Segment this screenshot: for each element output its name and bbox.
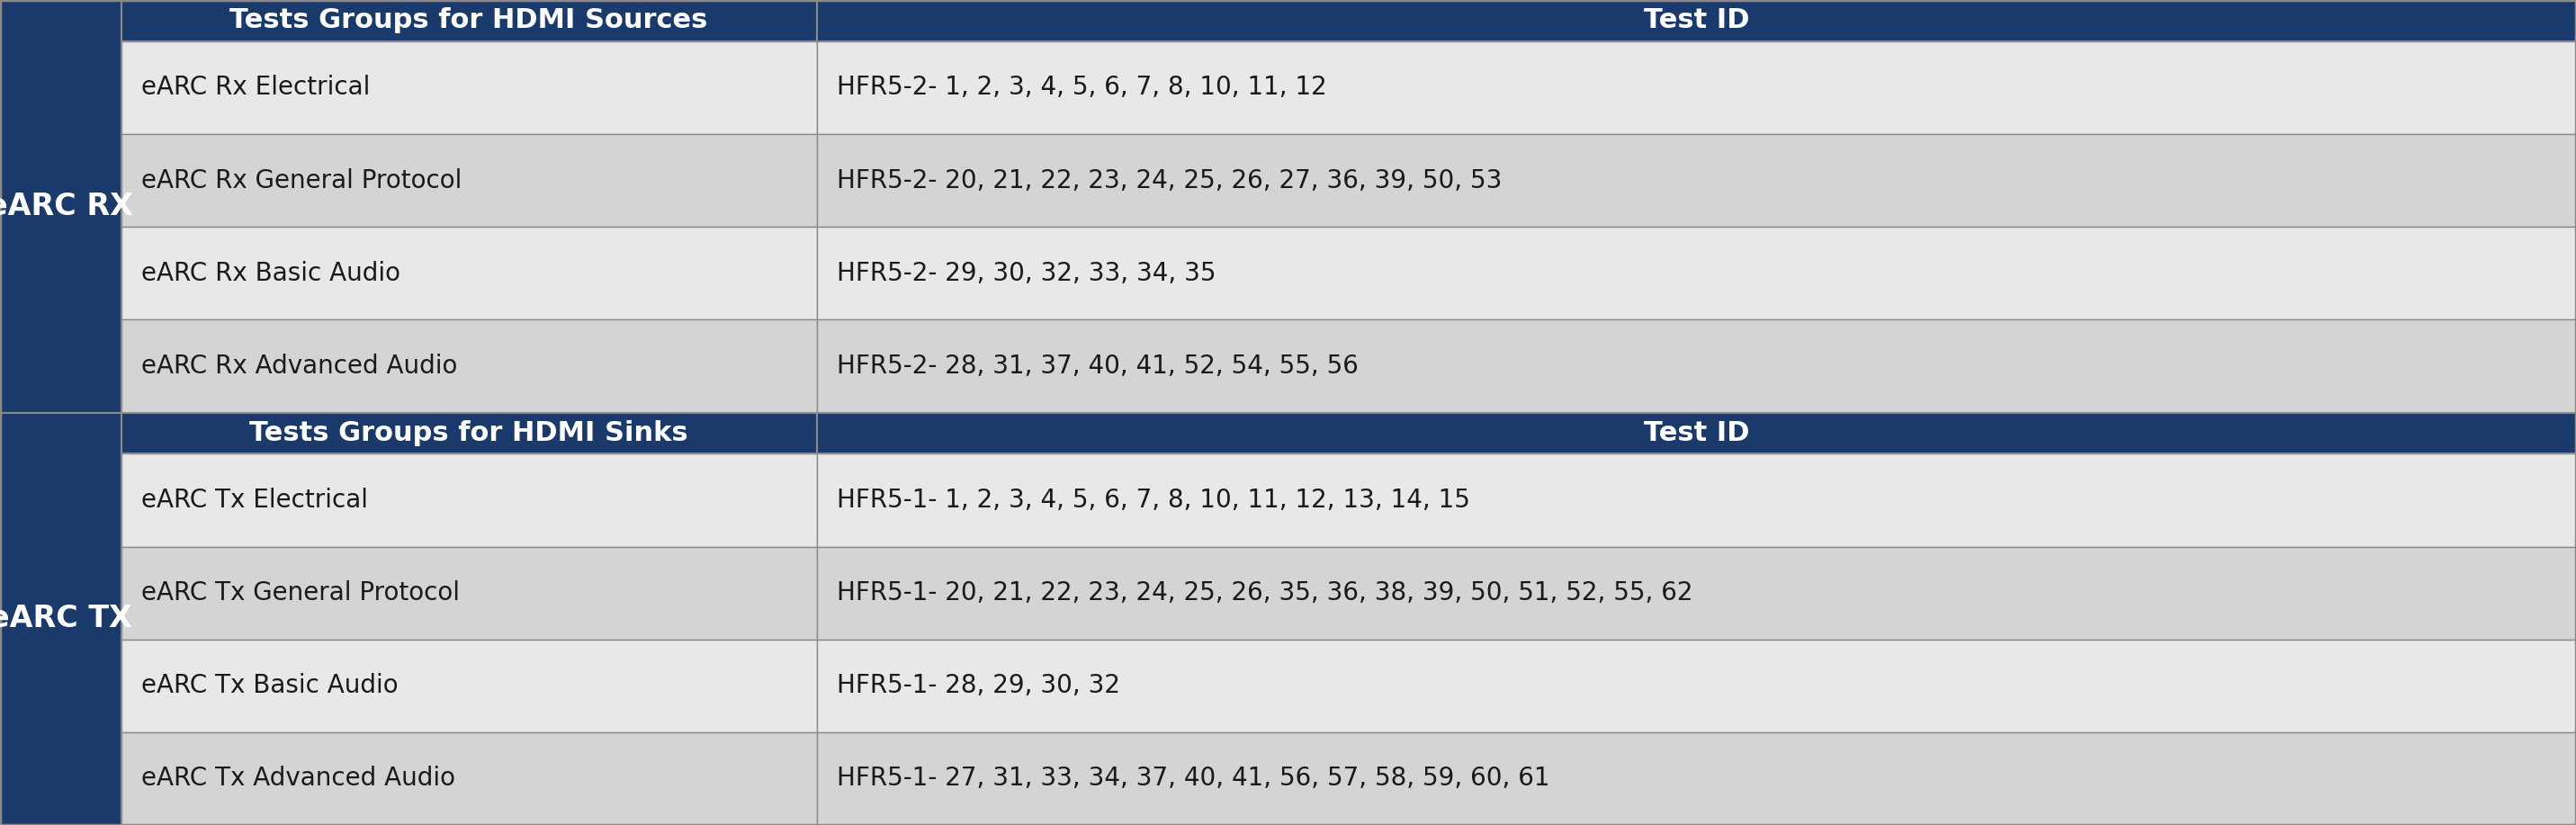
Bar xyxy=(121,639,817,733)
Text: HFR5-2- 28, 31, 37, 40, 41, 52, 54, 55, 56: HFR5-2- 28, 31, 37, 40, 41, 52, 54, 55, … xyxy=(837,353,1360,379)
Bar xyxy=(817,546,2576,639)
Text: HFR5-1- 20, 21, 22, 23, 24, 25, 26, 35, 36, 38, 39, 50, 51, 52, 55, 62: HFR5-1- 20, 21, 22, 23, 24, 25, 26, 35, … xyxy=(837,580,1692,606)
Text: eARC Tx Basic Audio: eARC Tx Basic Audio xyxy=(142,673,399,699)
Text: eARC Rx Advanced Audio: eARC Rx Advanced Audio xyxy=(142,353,459,379)
Text: Tests Groups for HDMI Sources: Tests Groups for HDMI Sources xyxy=(229,7,708,34)
Bar xyxy=(121,733,817,825)
Bar xyxy=(121,454,817,546)
Text: eARC RX: eARC RX xyxy=(0,191,134,221)
Bar xyxy=(121,134,817,227)
Bar xyxy=(817,639,2576,733)
Bar xyxy=(121,546,817,639)
Text: eARC Tx General Protocol: eARC Tx General Protocol xyxy=(142,580,461,606)
Text: eARC Rx Electrical: eARC Rx Electrical xyxy=(142,75,371,101)
Bar xyxy=(0,0,121,412)
Text: HFR5-2- 20, 21, 22, 23, 24, 25, 26, 27, 36, 39, 50, 53: HFR5-2- 20, 21, 22, 23, 24, 25, 26, 27, … xyxy=(837,167,1502,193)
Text: eARC Rx Basic Audio: eARC Rx Basic Audio xyxy=(142,261,402,286)
Text: Test ID: Test ID xyxy=(1643,420,1749,446)
Text: Test ID: Test ID xyxy=(1643,7,1749,34)
Bar xyxy=(817,134,2576,227)
Text: HFR5-1- 28, 29, 30, 32: HFR5-1- 28, 29, 30, 32 xyxy=(837,673,1121,699)
Text: eARC Tx Advanced Audio: eARC Tx Advanced Audio xyxy=(142,766,456,791)
Bar xyxy=(121,41,817,134)
Bar xyxy=(121,227,817,320)
Text: eARC Tx Electrical: eARC Tx Electrical xyxy=(142,488,368,513)
Bar xyxy=(817,733,2576,825)
Bar xyxy=(121,0,817,41)
Text: Tests Groups for HDMI Sinks: Tests Groups for HDMI Sinks xyxy=(250,420,688,446)
Bar xyxy=(817,227,2576,320)
Text: eARC Rx General Protocol: eARC Rx General Protocol xyxy=(142,167,461,193)
Text: HFR5-2- 29, 30, 32, 33, 34, 35: HFR5-2- 29, 30, 32, 33, 34, 35 xyxy=(837,261,1216,286)
Bar xyxy=(121,412,817,454)
Bar xyxy=(0,412,121,825)
Bar xyxy=(817,412,2576,454)
Text: HFR5-2- 1, 2, 3, 4, 5, 6, 7, 8, 10, 11, 12: HFR5-2- 1, 2, 3, 4, 5, 6, 7, 8, 10, 11, … xyxy=(837,75,1327,101)
Text: eARC TX: eARC TX xyxy=(0,604,131,634)
Bar xyxy=(121,320,817,412)
Text: HFR5-1- 1, 2, 3, 4, 5, 6, 7, 8, 10, 11, 12, 13, 14, 15: HFR5-1- 1, 2, 3, 4, 5, 6, 7, 8, 10, 11, … xyxy=(837,488,1471,513)
Text: HFR5-1- 27, 31, 33, 34, 37, 40, 41, 56, 57, 58, 59, 60, 61: HFR5-1- 27, 31, 33, 34, 37, 40, 41, 56, … xyxy=(837,766,1551,791)
Bar xyxy=(817,0,2576,41)
Bar xyxy=(817,41,2576,134)
Bar xyxy=(817,320,2576,412)
Bar xyxy=(817,454,2576,546)
